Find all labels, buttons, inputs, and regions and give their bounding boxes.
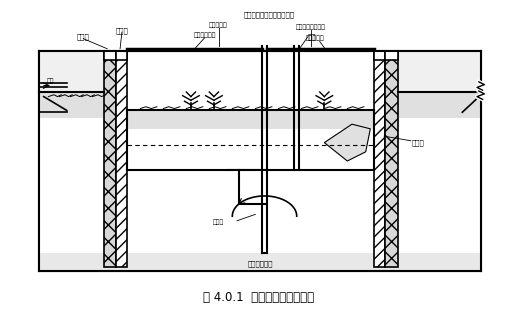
Bar <box>104 51 117 267</box>
Bar <box>39 51 481 271</box>
Bar <box>374 51 385 267</box>
Text: 管涌处: 管涌处 <box>412 139 424 146</box>
Bar <box>127 110 374 129</box>
Text: 抽取的清水: 抽取的清水 <box>209 22 228 28</box>
Text: 图 4.0.1  管井应急降水示意图: 图 4.0.1 管井应急降水示意图 <box>204 291 314 304</box>
Text: 承压含水土层: 承压含水土层 <box>193 32 216 38</box>
Bar <box>374 51 385 60</box>
Bar <box>398 51 481 92</box>
Text: 止水桩: 止水桩 <box>77 33 90 40</box>
Text: 基坑内土层: 基坑内土层 <box>306 36 324 42</box>
Text: 围护桩: 围护桩 <box>116 27 128 34</box>
Bar <box>385 51 398 267</box>
Bar <box>385 51 398 60</box>
Bar <box>39 253 481 271</box>
Text: 可能使用清水管道: 可能使用清水管道 <box>296 25 325 30</box>
Text: 上方开挖侧生活和用水需要: 上方开挖侧生活和用水需要 <box>243 12 295 18</box>
Text: 远处: 远处 <box>47 78 54 84</box>
Bar <box>39 92 104 118</box>
Bar <box>117 51 127 267</box>
Text: 承压含水土层: 承压含水土层 <box>247 261 272 267</box>
Bar <box>104 51 117 60</box>
Text: 管井: 管井 <box>308 33 316 40</box>
Bar <box>117 51 127 60</box>
Bar <box>398 92 481 118</box>
Bar <box>228 170 265 204</box>
Polygon shape <box>324 124 370 161</box>
Bar <box>39 51 104 271</box>
Bar <box>127 170 374 271</box>
Bar <box>127 170 374 253</box>
Bar <box>398 51 481 271</box>
Bar <box>39 51 104 92</box>
Text: 管涌处: 管涌处 <box>213 220 224 225</box>
